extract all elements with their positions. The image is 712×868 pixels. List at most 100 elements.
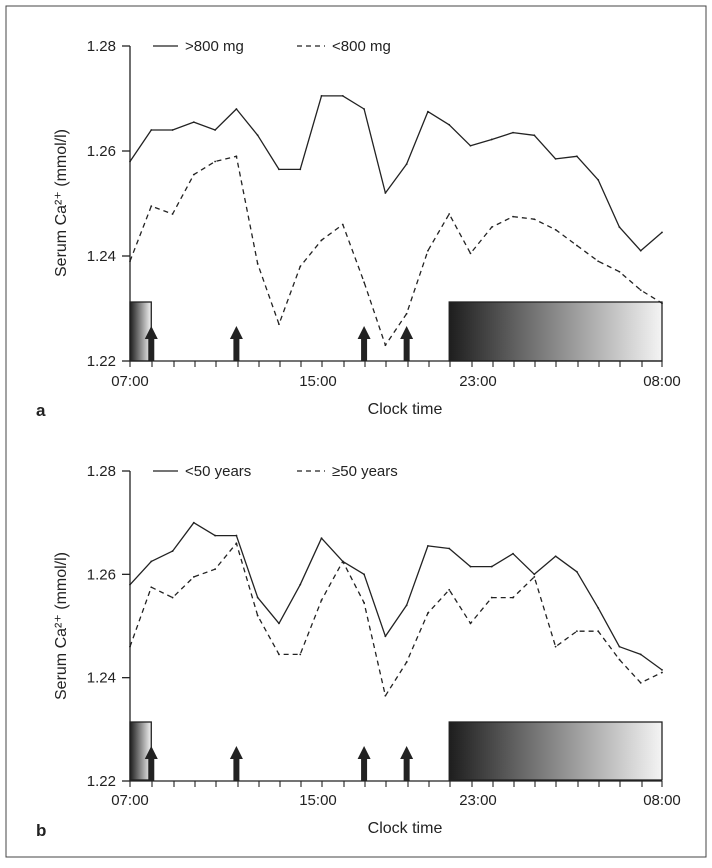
legend: >800 mg <800 mg: [153, 38, 391, 55]
arrow-head: [229, 326, 243, 339]
series-line-solid: [129, 522, 663, 671]
data-point: [554, 157, 557, 160]
data-point: [448, 213, 451, 215]
data-point: [575, 570, 578, 573]
data-point: [171, 596, 174, 599]
data-point: [490, 565, 493, 568]
arrow-head: [144, 746, 158, 759]
y-tick-label: 1.28: [87, 463, 116, 480]
x-axis-title: Clock time: [368, 401, 443, 418]
data-point: [299, 265, 302, 268]
data-point: [320, 599, 323, 602]
data-point: [554, 228, 557, 231]
data-point: [575, 155, 578, 158]
data-point: [533, 134, 536, 137]
data-point: [661, 669, 663, 671]
meal-arrow: [400, 326, 414, 361]
data-point: [618, 658, 621, 661]
data-point: [639, 289, 642, 292]
y-axis-title: Serum Ca²⁺ (mmol/l): [53, 552, 70, 700]
y-tick-label: 1.22: [87, 773, 116, 790]
y-tick-label: 1.22: [87, 353, 116, 370]
data-point: [469, 252, 472, 255]
data-point: [256, 614, 259, 617]
data-point: [469, 565, 472, 568]
legend-label: <800 mg: [332, 38, 391, 55]
data-point: [341, 94, 344, 97]
x-tick-label: 07:00: [111, 373, 149, 390]
data-point: [384, 694, 387, 697]
panel-a: 1.22 1.24 1.26 1.28 07:00 15:00 23:00 08:00 Cloc…: [36, 38, 681, 420]
series-line-dashed: [129, 542, 663, 697]
x-tick-label: 08:00: [643, 792, 681, 809]
data-point: [192, 576, 195, 578]
data-point: [150, 586, 153, 589]
legend: <50 years ≥50 years: [153, 463, 398, 480]
data-point: [427, 612, 429, 614]
data-point: [278, 168, 280, 171]
data-point: [129, 583, 131, 586]
data-point: [214, 534, 217, 537]
data-point: [235, 534, 238, 537]
arrow-head: [357, 326, 371, 339]
data-point: [363, 601, 365, 604]
x-tick-label: 23:00: [459, 792, 497, 809]
data-point: [235, 108, 238, 110]
data-point: [618, 645, 621, 648]
data-point: [597, 260, 600, 263]
data-point: [618, 270, 621, 273]
data-point: [490, 138, 493, 141]
data-point: [661, 671, 663, 674]
data-point: [554, 645, 557, 648]
data-point: [512, 131, 514, 134]
data-point: [618, 226, 621, 229]
arrow-shaft: [233, 759, 240, 781]
data-point: [363, 108, 365, 110]
data-point: [490, 226, 493, 229]
arrow-shaft: [148, 339, 155, 361]
data-point: [512, 596, 514, 599]
data-point: [192, 173, 195, 176]
data-point: [363, 281, 365, 284]
data-point: [384, 635, 387, 638]
meal-arrow: [357, 326, 371, 361]
arrow-head: [144, 326, 158, 339]
data-point: [129, 645, 131, 648]
data-point: [490, 596, 493, 599]
data-point: [278, 653, 280, 656]
y-tick-label: 1.24: [87, 670, 116, 687]
meal-arrow: [357, 746, 371, 781]
data-point: [661, 302, 663, 305]
data-point: [171, 129, 174, 131]
x-tick-label: 15:00: [299, 792, 337, 809]
data-point: [469, 144, 472, 147]
data-point: [575, 630, 578, 633]
data-point: [427, 545, 429, 547]
panel-b: 1.22 1.24 1.26 1.28 07:00 15:00 23:00 08:00 Cloc…: [36, 463, 681, 840]
light-dark-bar: [448, 301, 663, 362]
data-point: [405, 312, 408, 315]
y-tick-label: 1.26: [87, 566, 116, 583]
series-line-solid: [129, 95, 663, 252]
data-point: [214, 568, 217, 571]
data-point: [341, 223, 344, 226]
data-point: [150, 560, 153, 563]
data-point: [597, 630, 600, 633]
light-dark-bar: [448, 721, 663, 781]
data-point: [129, 160, 131, 163]
data-point: [639, 653, 642, 656]
data-point: [320, 239, 323, 242]
data-point: [639, 681, 642, 684]
x-tick-label: 23:00: [459, 373, 497, 390]
data-point: [235, 155, 238, 158]
data-point: [597, 178, 600, 181]
data-point: [214, 160, 217, 163]
arrow-head: [400, 746, 414, 759]
x-axis-title: Clock time: [368, 820, 443, 837]
data-point: [150, 205, 153, 208]
arrow-shaft: [361, 759, 368, 781]
data-point: [171, 550, 174, 552]
data-point: [320, 94, 323, 97]
meal-arrow: [144, 746, 158, 781]
